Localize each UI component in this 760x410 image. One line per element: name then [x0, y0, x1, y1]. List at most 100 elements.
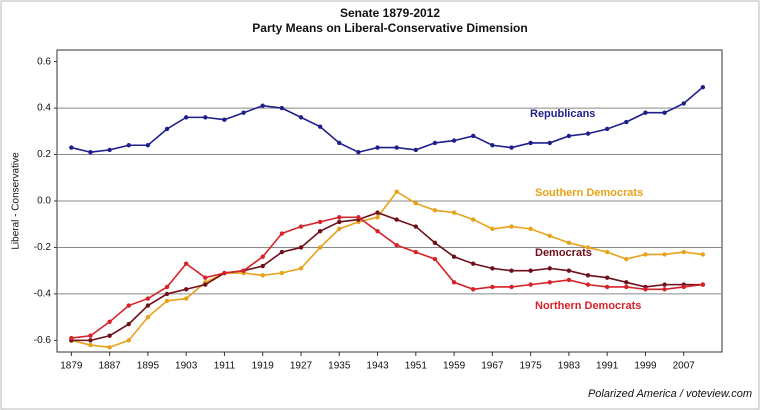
x-tick-label: 1895: [137, 361, 160, 372]
point: [394, 217, 399, 222]
point: [490, 266, 495, 271]
x-tick-label: 1927: [290, 361, 313, 372]
point: [681, 249, 686, 255]
y-tick-label: 0.2: [37, 149, 51, 160]
chart-subtitle: Party Means on Liberal-Conservative Dime…: [252, 21, 527, 35]
point: [490, 226, 495, 232]
point: [413, 201, 419, 206]
point: [432, 240, 438, 246]
y-tick-label: 0.0: [37, 196, 51, 207]
point: [298, 224, 304, 229]
point: [107, 147, 112, 153]
point: [69, 335, 74, 341]
point: [509, 145, 514, 150]
x-tick-label: 1919: [252, 361, 275, 372]
point: [164, 126, 170, 132]
point: [566, 133, 572, 139]
series-line: [71, 86, 704, 154]
y-axis-label: Liberal - Conservative: [11, 152, 22, 250]
point: [279, 270, 285, 276]
point: [394, 145, 399, 150]
point: [126, 338, 131, 343]
point: [356, 150, 361, 155]
x-tick-label: 1975: [520, 361, 543, 372]
point: [222, 270, 227, 276]
point: [203, 282, 208, 287]
series-line: [71, 190, 703, 349]
point: [88, 333, 93, 338]
y-tick-label: 0.6: [37, 56, 51, 67]
point: [643, 252, 648, 257]
point: [394, 242, 399, 248]
point: [624, 256, 629, 262]
point: [145, 143, 151, 148]
point: [509, 268, 514, 273]
x-tick-label: 1943: [366, 361, 389, 372]
point: [566, 268, 572, 273]
point: [662, 282, 667, 287]
x-tick-label: 1879: [60, 361, 83, 372]
point: [298, 266, 304, 271]
point: [681, 284, 686, 290]
point: [183, 296, 189, 301]
point: [700, 252, 706, 257]
point: [604, 249, 610, 255]
x-tick-label: 1951: [405, 361, 428, 372]
chart-title: Senate 1879-2012: [340, 6, 440, 20]
point: [126, 321, 131, 327]
point: [566, 277, 572, 283]
series-label: Republicans: [530, 108, 595, 120]
x-tick-label: 1911: [214, 361, 236, 372]
point: [279, 231, 285, 236]
point: [547, 140, 552, 146]
point: [547, 280, 552, 285]
point: [107, 333, 112, 338]
point: [337, 219, 342, 225]
point: [528, 282, 533, 287]
point: [203, 115, 208, 120]
point: [222, 117, 227, 122]
point: [604, 126, 610, 132]
series-label: Northern Democrats: [535, 300, 641, 312]
y-tick-label: -0.4: [34, 289, 52, 300]
point: [451, 280, 457, 285]
x-tick-label: 1967: [481, 361, 504, 372]
point: [413, 147, 419, 153]
point: [298, 245, 304, 250]
point: [126, 143, 131, 148]
y-tick-label: 0.4: [37, 103, 51, 114]
y-tick-label: -0.2: [34, 242, 52, 253]
x-tick-label: 1983: [558, 361, 581, 372]
point: [700, 282, 706, 287]
point: [375, 145, 380, 150]
point: [528, 226, 533, 232]
point: [432, 256, 438, 262]
series-label: Democrats: [535, 247, 592, 259]
point: [471, 133, 476, 139]
point: [471, 287, 476, 292]
point: [624, 280, 629, 285]
point: [317, 219, 323, 225]
y-tick-label: -0.6: [34, 335, 52, 346]
point: [662, 287, 667, 292]
x-tick-label: 1903: [175, 361, 198, 372]
point: [451, 138, 457, 143]
point: [317, 229, 323, 234]
point: [260, 103, 265, 108]
point: [260, 273, 265, 278]
point: [183, 261, 189, 266]
point: [700, 84, 706, 90]
point: [183, 115, 189, 120]
point: [624, 284, 629, 290]
point: [681, 101, 686, 106]
point: [585, 273, 591, 278]
point: [451, 254, 457, 259]
point: [604, 275, 610, 280]
point: [337, 215, 342, 220]
point: [145, 303, 151, 308]
series-label: Southern Democrats: [535, 187, 643, 199]
point: [585, 131, 591, 136]
point: [528, 140, 533, 146]
